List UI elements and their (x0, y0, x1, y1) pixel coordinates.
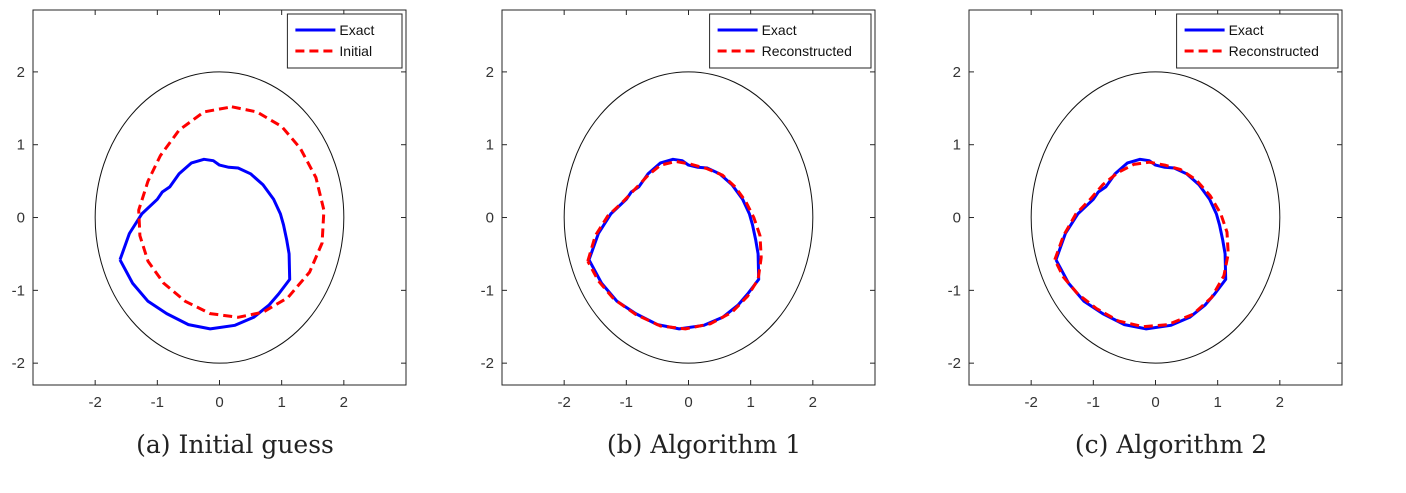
x-tick-label: 1 (746, 394, 754, 411)
x-tick-label: -2 (88, 394, 101, 411)
y-tick-label: 0 (17, 210, 25, 227)
plot-b: -2 -1 0 1 2 -2 -1 0 1 2 Exact Reconstructed (481, 9, 876, 411)
x-tick-label: 1 (1213, 394, 1221, 411)
boundary-ellipse (1030, 71, 1281, 364)
series-line-reconstructed (586, 160, 763, 331)
y-tick-label: 2 (17, 64, 25, 81)
y-tick-label: 1 (17, 137, 25, 154)
x-tick-label: 2 (809, 394, 817, 411)
panel-c: -2 -1 0 1 2 -2 -1 0 1 2 Exact Reconstructed (c) Alg… (936, 0, 1406, 493)
panel-b: -2 -1 0 1 2 -2 -1 0 1 2 Exact Reconstructed (b) Alg… (469, 0, 939, 493)
x-tick-label: 0 (1151, 394, 1159, 411)
legend-label: Reconstructed (1229, 43, 1319, 59)
y-tick-label: -1 (481, 282, 494, 299)
legend-label: Initial (339, 43, 372, 59)
y-tick-label: 1 (486, 137, 494, 154)
legend-label: Reconstructed (762, 43, 852, 59)
y-tick-label: 2 (486, 64, 494, 81)
caption-b: (b) Algorithm 1 (606, 430, 802, 459)
y-tick-label: -1 (12, 282, 25, 299)
axes-box (32, 9, 407, 386)
x-tick-label: -1 (620, 394, 633, 411)
legend-label: Exact (339, 22, 374, 38)
y-tick-label: -2 (481, 355, 494, 372)
y-tick-label: 0 (486, 210, 494, 227)
legend-box (1176, 13, 1339, 69)
series-line-exact (1054, 157, 1228, 331)
x-tick-label: 2 (1276, 394, 1284, 411)
y-tick-label: 2 (953, 64, 961, 81)
caption-c: (c) Algorithm 2 (1074, 430, 1268, 459)
plot-a: -2 -1 0 1 2 -2 -1 0 1 2 Exact Initial (12, 9, 407, 411)
x-tick-label: 0 (684, 394, 692, 411)
series-line-exact (118, 157, 292, 331)
boundary-ellipse (94, 71, 345, 364)
y-tick-label: 1 (953, 137, 961, 154)
x-tick-label: 2 (340, 394, 348, 411)
axes-box (968, 9, 1343, 386)
legend-box (286, 13, 403, 69)
x-tick-label: -1 (151, 394, 164, 411)
legend-label: Exact (1229, 22, 1264, 38)
plot-c: -2 -1 0 1 2 -2 -1 0 1 2 Exact Reconstructed (948, 9, 1343, 411)
x-tick-label: -2 (557, 394, 570, 411)
x-tick-label: 0 (215, 394, 223, 411)
boundary-ellipse (563, 71, 814, 364)
panel-a: -2 -1 0 1 2 -2 -1 0 1 2 Exact Initial (a) Initial g… (0, 0, 470, 493)
x-tick-label: -2 (1024, 394, 1037, 411)
y-tick-label: -1 (948, 282, 961, 299)
caption-a: (a) Initial guess (136, 430, 334, 459)
y-tick-label: -2 (12, 355, 25, 372)
series-line-initial (137, 105, 326, 319)
series-line-reconstructed (1053, 160, 1230, 329)
legend-label: Exact (762, 22, 797, 38)
x-tick-label: -1 (1087, 394, 1100, 411)
y-tick-label: -2 (948, 355, 961, 372)
legend-box (709, 13, 872, 69)
y-tick-label: 0 (953, 210, 961, 227)
x-tick-label: 1 (277, 394, 285, 411)
